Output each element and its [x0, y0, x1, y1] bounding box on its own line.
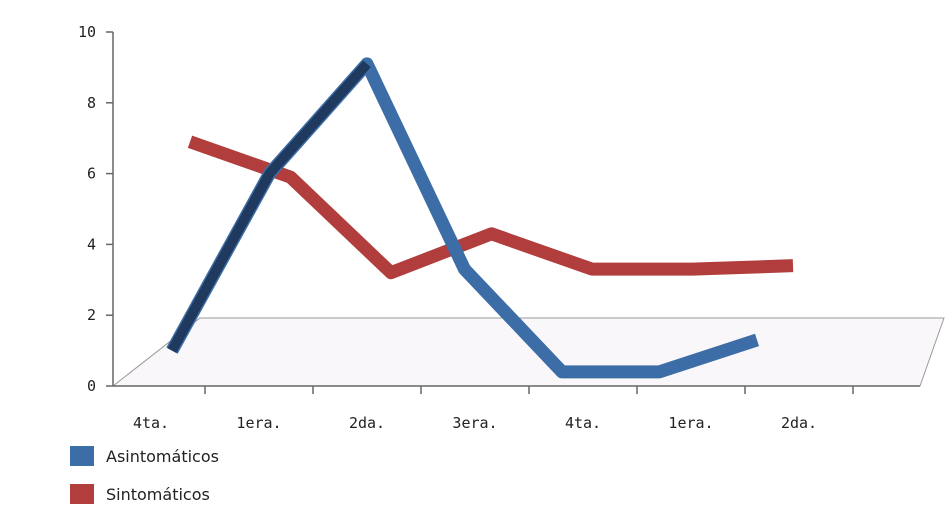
series-layer: [166, 57, 794, 379]
y-tick-label: 6: [87, 165, 96, 183]
x-axis-ticks: 4ta. 1era. 2da. 3era. 4ta. 1era. 2da.: [133, 386, 854, 432]
x-tick-label: 1era.: [668, 414, 713, 432]
x-tick-label: 2da.: [349, 414, 385, 432]
x-tick-label: 4ta.: [565, 414, 601, 432]
y-axis-ticks: 0 2 4 6 8 10: [78, 23, 113, 395]
x-tick-label: 4ta.: [133, 414, 169, 432]
y-tick-label: 10: [78, 23, 96, 41]
y-tick-label: 2: [87, 306, 96, 324]
x-tick-label: 1era.: [236, 414, 281, 432]
legend-swatch: [70, 484, 94, 504]
y-tick-label: 8: [87, 94, 96, 112]
y-tick-label: 0: [87, 377, 96, 395]
x-tick-label: 2da.: [781, 414, 817, 432]
legend-swatch: [70, 446, 94, 466]
legend: Asintomáticos Sintomáticos: [70, 446, 219, 504]
legend-label: Asintomáticos: [106, 447, 219, 466]
x-tick-label: 3era.: [452, 414, 497, 432]
legend-label: Sintomáticos: [106, 485, 210, 504]
y-tick-label: 4: [87, 235, 96, 253]
series-line-shade: [167, 60, 371, 354]
